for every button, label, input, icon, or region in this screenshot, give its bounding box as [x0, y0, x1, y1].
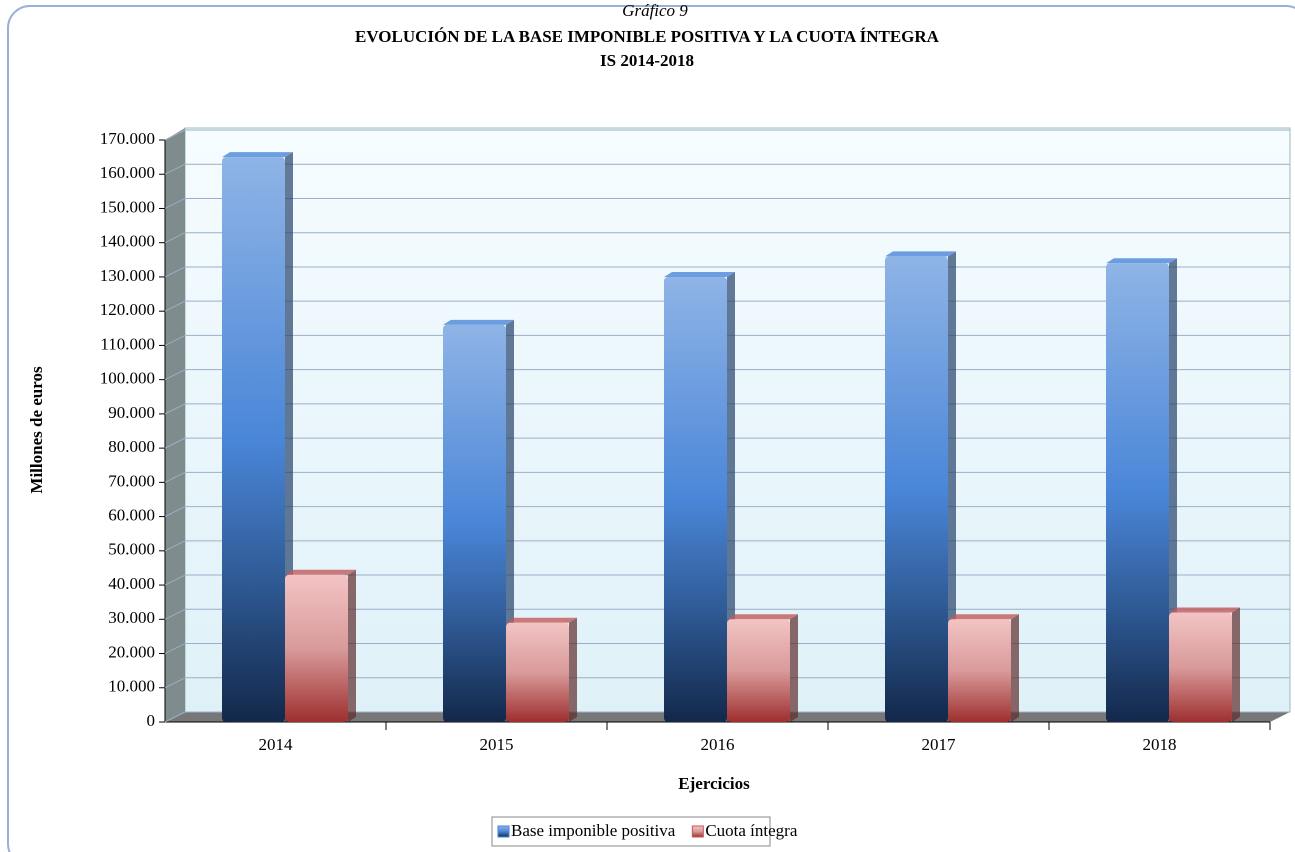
y-tick-label: 140.000 — [100, 232, 155, 251]
bar — [885, 256, 948, 722]
bar-top — [506, 617, 577, 623]
y-tick-label: 90.000 — [108, 403, 155, 422]
x-tick-label: 2017 — [922, 735, 957, 754]
y-tick-label: 110.000 — [100, 334, 155, 353]
legend-label: Cuota íntegra — [705, 821, 798, 840]
side-grid-line — [164, 471, 186, 483]
y-tick-label: 30.000 — [108, 608, 155, 627]
y-tick-label: 150.000 — [100, 197, 155, 216]
bar-side — [1232, 607, 1240, 722]
bar — [222, 157, 285, 722]
y-tick-label: 80.000 — [108, 437, 155, 456]
y-tick-label: 60.000 — [108, 505, 155, 524]
y-tick-label: 0 — [147, 711, 156, 730]
side-grid-line — [164, 711, 186, 723]
bar-side — [727, 271, 735, 722]
y-tick-label: 10.000 — [108, 677, 155, 696]
bar-top — [285, 569, 356, 575]
bar-side — [1169, 258, 1177, 722]
bar-top — [1106, 258, 1177, 264]
bar-top — [443, 319, 514, 325]
side-grid-line — [164, 232, 186, 244]
bar-top — [222, 152, 293, 158]
y-tick-label: 120.000 — [100, 300, 155, 319]
side-grid-line — [164, 506, 186, 518]
side-grid-line — [164, 266, 186, 278]
side-grid-line — [164, 334, 186, 346]
y-tick-label: 170.000 — [100, 129, 155, 148]
bar-top — [664, 271, 735, 277]
bar — [727, 619, 790, 722]
bar-side — [569, 617, 577, 722]
bar-side — [1011, 614, 1019, 722]
side-grid-line — [164, 403, 186, 415]
bar — [1169, 612, 1232, 722]
bar-top — [948, 614, 1019, 620]
y-tick-label: 130.000 — [100, 266, 155, 285]
y-tick-label: 100.000 — [100, 369, 155, 388]
chart-subtitle: IS 2014-2018 — [600, 51, 694, 70]
side-wall — [165, 128, 185, 722]
y-tick-label: 20.000 — [108, 642, 155, 661]
chart-label: Gráfico 9 — [622, 1, 688, 20]
y-tick-label: 160.000 — [100, 163, 155, 182]
bar-top — [885, 251, 956, 257]
side-grid-line — [164, 300, 186, 312]
y-tick-label: 50.000 — [108, 540, 155, 559]
bar-top — [727, 614, 798, 620]
x-tick-label: 2014 — [259, 735, 294, 754]
bar — [1106, 263, 1169, 722]
bar-top — [1169, 607, 1240, 613]
y-axis-label: Millones de euros — [27, 366, 46, 494]
legend-swatch — [497, 825, 510, 838]
side-grid-line — [164, 437, 186, 449]
bar — [664, 276, 727, 722]
side-grid-line — [164, 608, 186, 620]
x-tick-label: 2015 — [480, 735, 514, 754]
side-grid-line — [164, 369, 186, 381]
side-grid-line — [164, 163, 186, 175]
side-grid-line — [164, 574, 186, 586]
bar — [285, 574, 348, 722]
bar-side — [948, 251, 956, 722]
bar — [948, 619, 1011, 722]
bar-side — [790, 614, 798, 722]
y-tick-label: 40.000 — [108, 574, 155, 593]
side-grid-line — [164, 643, 186, 654]
legend-swatch — [691, 825, 704, 838]
y-tick-label: 70.000 — [108, 471, 155, 490]
side-grid-line — [164, 129, 186, 141]
x-tick-label: 2016 — [701, 735, 735, 754]
chart-title: EVOLUCIÓN DE LA BASE IMPONIBLE POSITIVA … — [355, 27, 940, 46]
bar — [443, 324, 506, 722]
bar — [506, 622, 569, 722]
side-grid-line — [164, 677, 186, 689]
side-grid-line — [164, 198, 186, 209]
legend-label: Base imponible positiva — [511, 821, 676, 840]
x-axis-label: Ejercicios — [678, 774, 750, 793]
legend — [491, 816, 771, 847]
bar-side — [348, 569, 356, 722]
side-grid-line — [164, 540, 186, 552]
x-tick-label: 2018 — [1143, 735, 1177, 754]
